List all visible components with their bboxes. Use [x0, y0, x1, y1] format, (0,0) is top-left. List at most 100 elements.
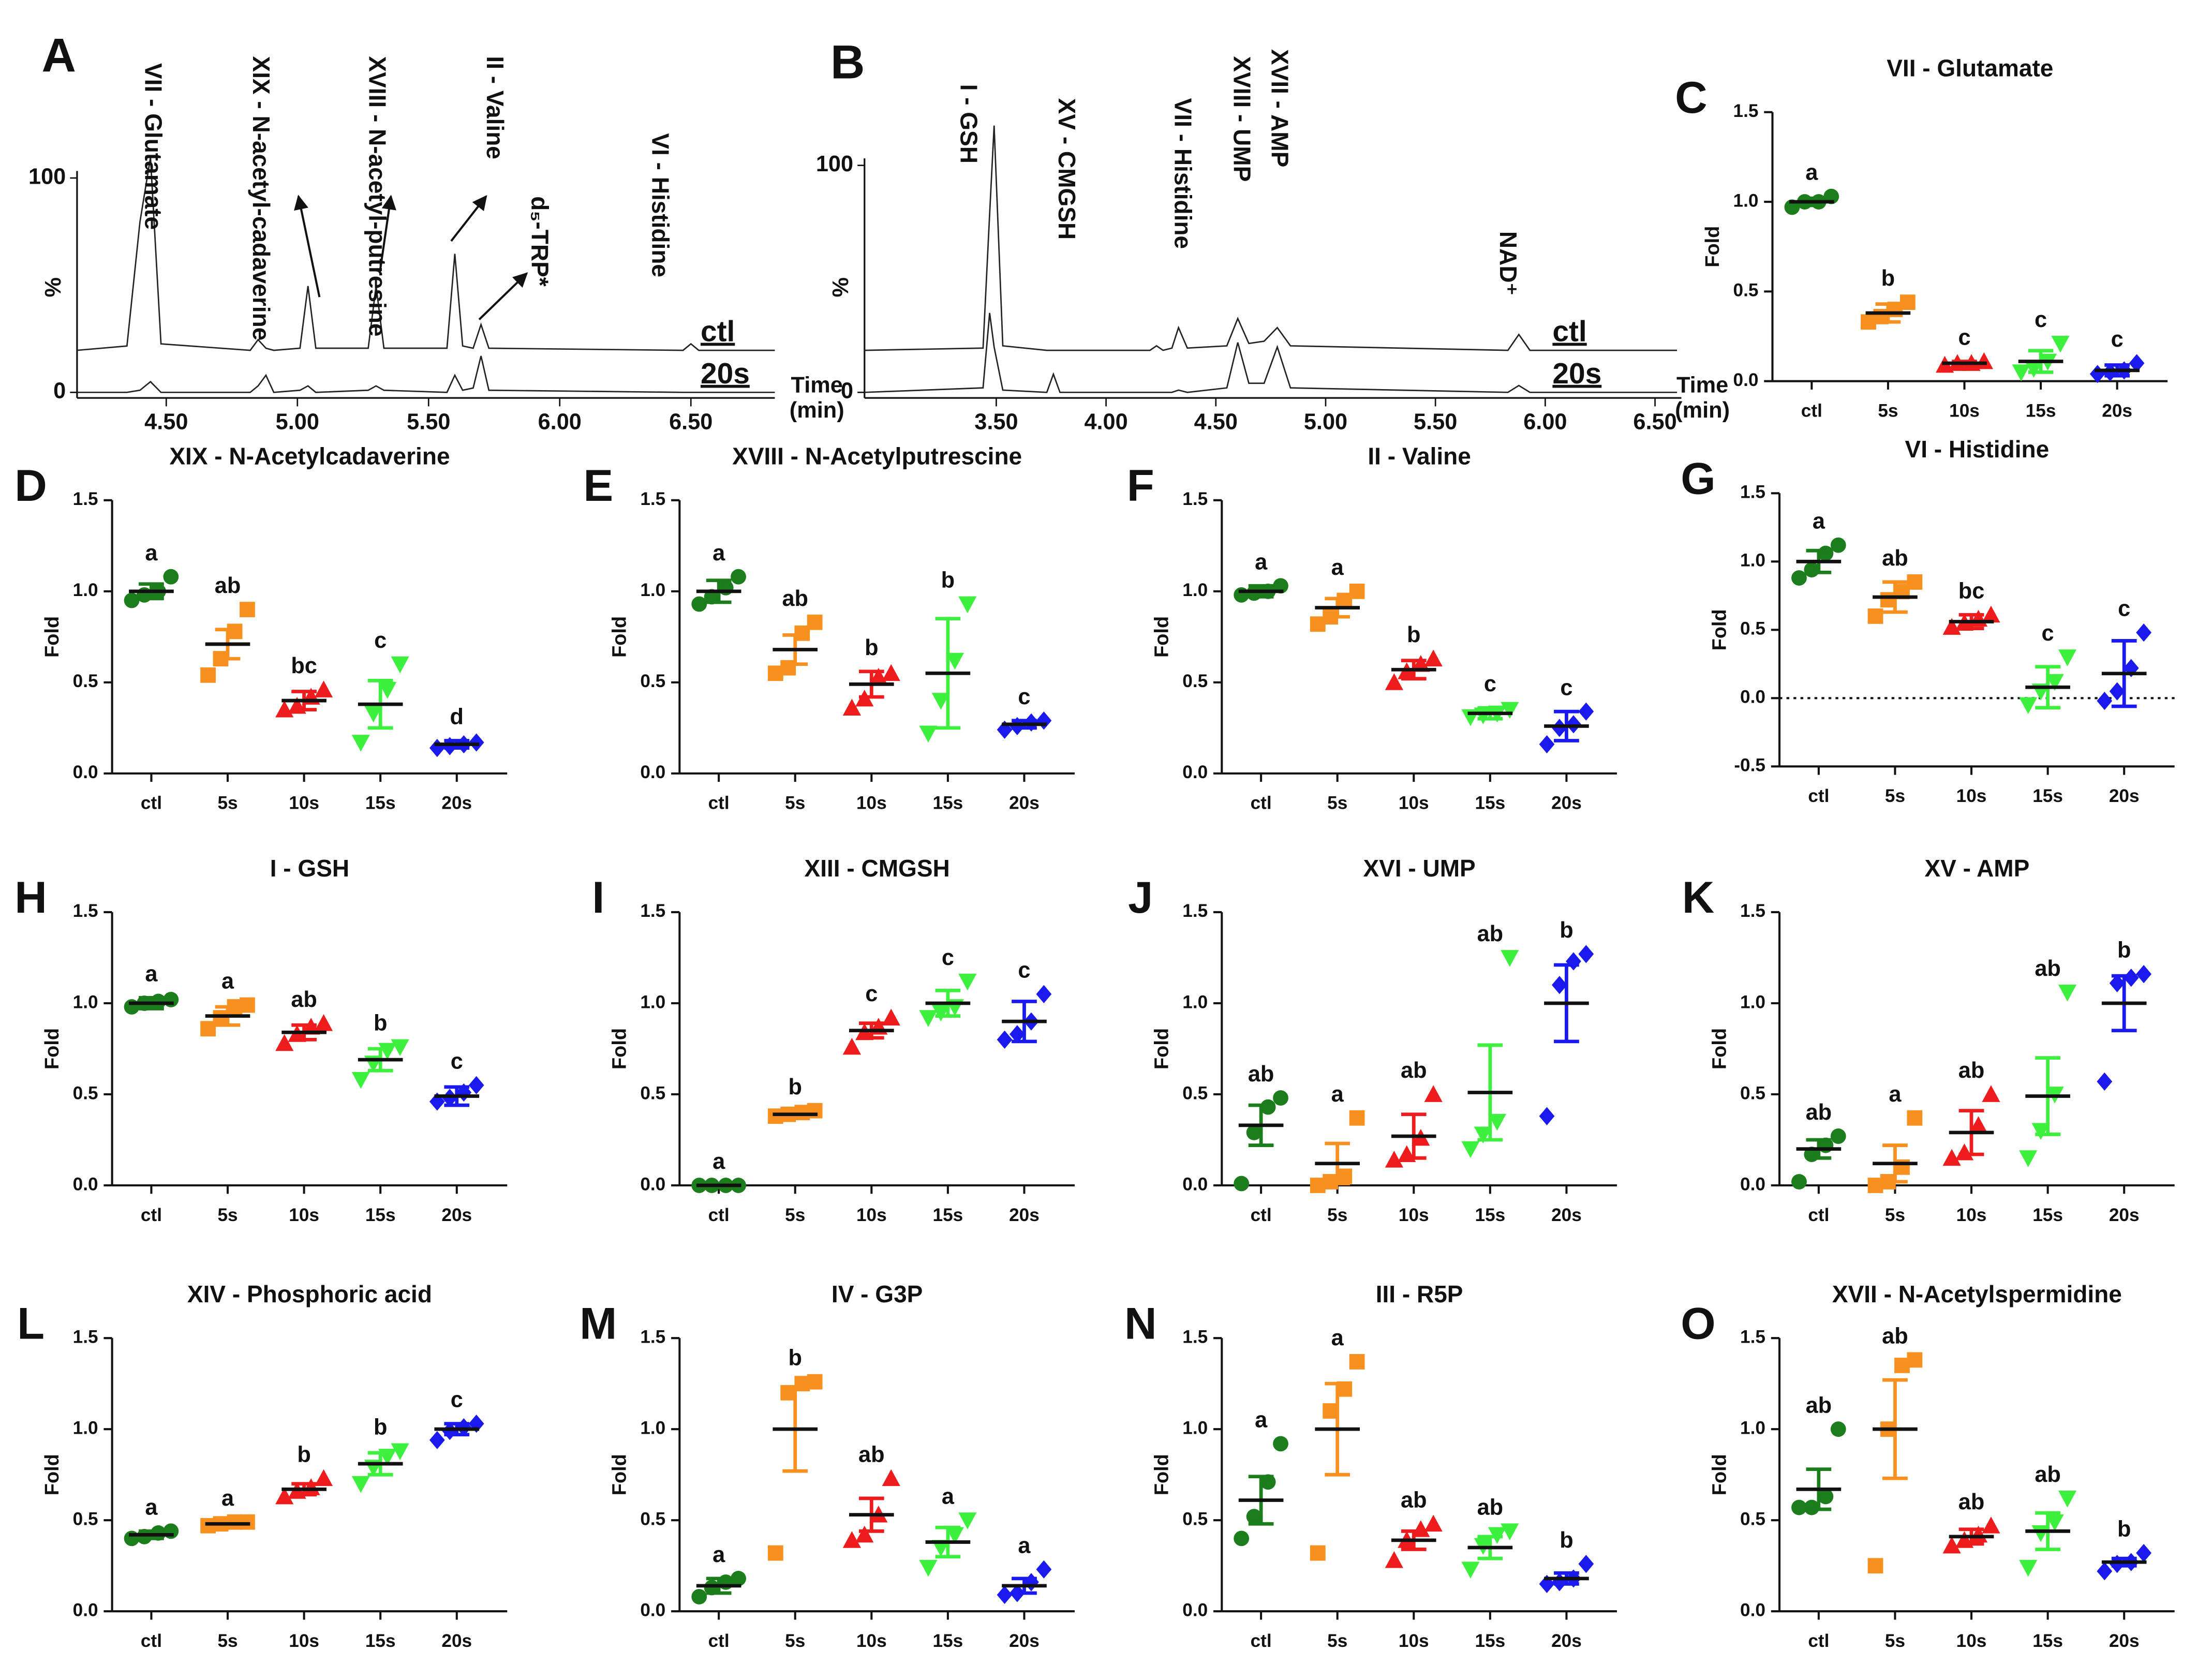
chromatogram-trace	[864, 313, 1678, 393]
data-point	[1461, 1141, 1480, 1158]
x-tick-label: 20s	[2109, 1205, 2140, 1225]
significance-letter: ab	[1882, 1324, 1908, 1349]
data-point	[314, 1469, 333, 1486]
data-point	[2012, 364, 2030, 381]
x-tick-label: ctl	[708, 793, 730, 813]
panel-letter: F	[1127, 461, 1154, 511]
data-point	[1804, 1499, 1820, 1515]
chart-title: XVII - N-Acetylspermidine	[1832, 1281, 2122, 1307]
x-tick-label: 20s	[1009, 1631, 1040, 1651]
data-point	[1424, 1514, 1443, 1532]
significance-letter: b	[374, 1415, 387, 1440]
data-point	[997, 1585, 1013, 1604]
data-point	[240, 602, 255, 617]
data-point	[2045, 674, 2064, 691]
peak-annotation: XVII - AMP	[1266, 49, 1293, 167]
data-point	[919, 725, 938, 743]
significance-letter: c	[451, 1388, 463, 1413]
significance-letter: b	[789, 1075, 802, 1099]
y-tick-label: -0.5	[1734, 755, 1765, 776]
x-tick-label: ctl	[1801, 401, 1822, 421]
significance-letter: ab	[1958, 1490, 1985, 1514]
arrow	[450, 195, 487, 242]
y-tick-label: 1.5	[640, 901, 665, 921]
data-point	[314, 1014, 333, 1031]
significance-letter: d	[450, 705, 464, 730]
peak-annotation: XVIII - UMP	[1228, 56, 1255, 182]
data-point	[429, 1431, 445, 1449]
x-tick-label: 5s	[1885, 786, 1905, 806]
y-axis-label: Fold	[609, 1028, 631, 1069]
significance-letter: a	[221, 969, 234, 994]
chart-title: III - R5P	[1376, 1281, 1463, 1307]
data-point	[1501, 1523, 1519, 1540]
chart-title: VII - Glutamate	[1887, 55, 2053, 82]
y-tick-label: 0.5	[640, 671, 665, 691]
significance-letter: a	[1018, 1533, 1031, 1558]
data-point	[1036, 711, 1052, 730]
data-point	[997, 1030, 1013, 1049]
significance-letter: c	[1560, 675, 1572, 700]
panel-letter: B	[830, 36, 865, 89]
data-point	[275, 1034, 294, 1051]
x-tick-label: ctl	[1808, 1631, 1829, 1651]
y-tick-label: 1.0	[640, 992, 665, 1012]
data-point	[200, 667, 216, 683]
data-point	[1899, 294, 1916, 310]
significance-letter: b	[374, 1011, 387, 1036]
data-point	[1246, 1509, 1262, 1525]
x-tick-label: 10s	[856, 1631, 887, 1651]
data-point	[1385, 673, 1403, 690]
data-point	[2031, 1123, 2050, 1140]
data-point	[1907, 1352, 1923, 1368]
y-axis-label: Fold	[609, 616, 631, 658]
data-point	[1907, 574, 1923, 590]
data-point	[1830, 1421, 1846, 1437]
x-tick-label: 15s	[365, 1205, 396, 1225]
data-point	[1273, 1436, 1288, 1452]
significance-letter: ab	[1477, 921, 1504, 946]
significance-letter: a	[1255, 549, 1268, 574]
x-tick-label: 20s	[2109, 1631, 2140, 1651]
y-tick-label: 0.5	[73, 1509, 98, 1529]
y-tick-label: 1.0	[73, 1418, 98, 1438]
data-point	[1982, 605, 2000, 623]
y-tick-label: 0.0	[1182, 762, 1208, 782]
data-point	[931, 693, 950, 710]
y-axis-label: Fold	[1709, 1028, 1730, 1069]
significance-letter: c	[2111, 327, 2124, 352]
x-tick-label: 5s	[785, 1631, 805, 1651]
data-point	[442, 1422, 458, 1440]
x-tick-label: ctl	[141, 793, 162, 813]
x-tick-label: 3.50	[974, 409, 1018, 434]
peak-annotation: d₅-TRP*	[527, 196, 554, 287]
x-tick-label: 10s	[289, 1205, 319, 1225]
panel-letter: M	[580, 1299, 617, 1348]
data-point	[1323, 1403, 1339, 1419]
chromatogram-trace	[864, 125, 1678, 351]
data-point	[2136, 623, 2151, 642]
x-tick-label: 15s	[2032, 1205, 2063, 1225]
chart-title: XIX - N-Acetylcadaverine	[169, 443, 450, 470]
arrow	[478, 272, 528, 320]
x-tick-label: 10s	[856, 1205, 887, 1225]
peak-annotation: XVIII - N-acetyl-putresine	[364, 56, 391, 336]
significance-letter: bc	[1958, 578, 1985, 603]
significance-letter: ab	[1401, 1058, 1427, 1083]
data-point	[2019, 697, 2038, 715]
x-tick-label: 4.00	[1084, 409, 1127, 434]
data-point	[842, 1531, 862, 1548]
panel-letter: C	[1675, 73, 1708, 123]
significance-letter: a	[1255, 1407, 1268, 1432]
data-point	[807, 614, 823, 630]
data-point	[2109, 974, 2125, 992]
panel-letter: O	[1681, 1299, 1715, 1348]
data-point	[691, 1589, 707, 1604]
data-point	[882, 1469, 900, 1486]
y-tick-label: 1.5	[1740, 482, 1765, 502]
significance-letter: c	[2118, 597, 2130, 621]
significance-letter: b	[2117, 1517, 2131, 1542]
x-tick-label: ctl	[1251, 1631, 1272, 1651]
data-point	[1552, 719, 1567, 737]
significance-letter: c	[1018, 958, 1030, 983]
